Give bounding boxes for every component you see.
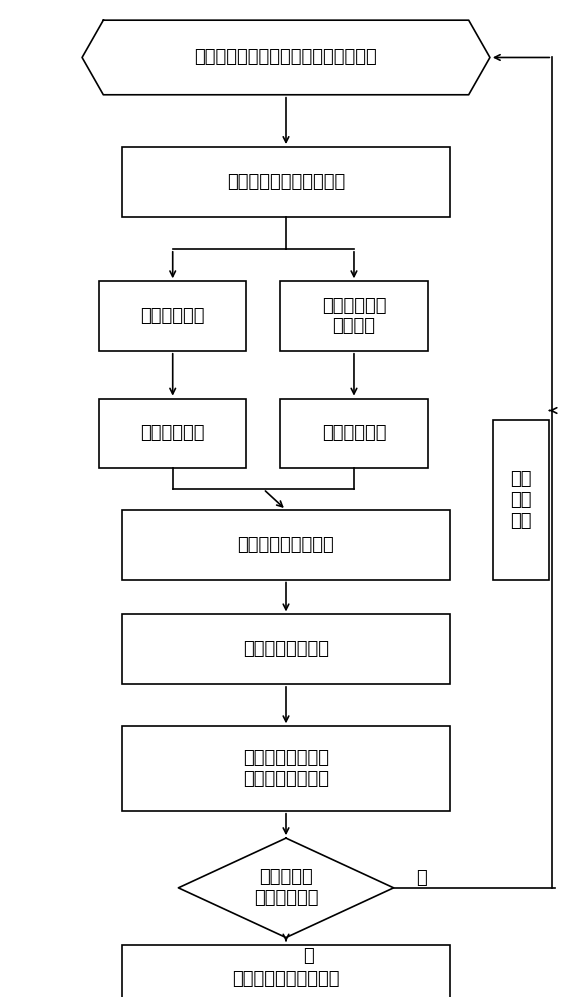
Text: 输入天线几何参数、材料参数与电参数: 输入天线几何参数、材料参数与电参数 <box>194 48 378 66</box>
FancyBboxPatch shape <box>99 281 247 351</box>
Text: 计算模态坐标: 计算模态坐标 <box>141 424 205 442</box>
Text: 判断电性能
是否满足要求: 判断电性能 是否满足要求 <box>254 868 318 907</box>
Text: 输出天线结构设计方案: 输出天线结构设计方案 <box>232 970 340 988</box>
FancyBboxPatch shape <box>122 726 450 811</box>
Text: 施加动力载荷: 施加动力载荷 <box>141 307 205 325</box>
FancyBboxPatch shape <box>122 945 450 1000</box>
Text: 否: 否 <box>416 869 427 887</box>
Text: 输出模态矩阵: 输出模态矩阵 <box>321 424 386 442</box>
FancyBboxPatch shape <box>122 147 450 217</box>
FancyBboxPatch shape <box>492 420 549 580</box>
FancyBboxPatch shape <box>122 614 450 684</box>
Text: 计算反射面节点位移: 计算反射面节点位移 <box>237 536 335 554</box>
Text: 是: 是 <box>303 948 314 966</box>
Text: 建立天线结构有限元模型: 建立天线结构有限元模型 <box>227 173 345 191</box>
Text: 采用机电耦合模型
计算天线远区电场: 采用机电耦合模型 计算天线远区电场 <box>243 749 329 788</box>
FancyBboxPatch shape <box>99 399 247 468</box>
FancyBboxPatch shape <box>122 510 450 580</box>
FancyBboxPatch shape <box>280 399 428 468</box>
Text: 更新
天线
参数: 更新 天线 参数 <box>510 470 532 530</box>
Text: 计算面片相位误差: 计算面片相位误差 <box>243 640 329 658</box>
Text: 进行天线结构
模态分析: 进行天线结构 模态分析 <box>321 297 386 335</box>
FancyBboxPatch shape <box>280 281 428 351</box>
